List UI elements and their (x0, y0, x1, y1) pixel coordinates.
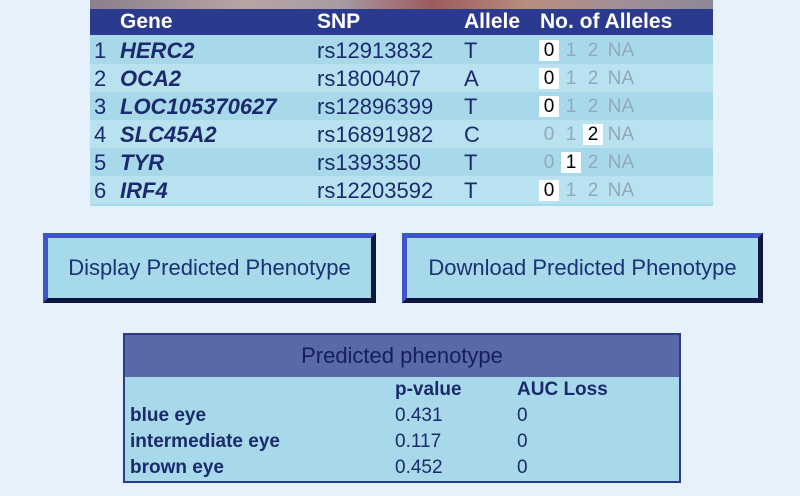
gene-name: IRF4 (120, 178, 168, 203)
phenotype-label: intermediate eye (130, 431, 280, 452)
header-allele-count: No. of Alleles (540, 10, 673, 33)
phenotype-pvalue: 0.452 (395, 457, 443, 478)
allele-count-option-2[interactable]: 2 (587, 40, 599, 61)
allele: C (464, 122, 480, 147)
row-number: 6 (94, 178, 107, 203)
header-gene: Gene (120, 10, 173, 33)
header-snp: SNP (317, 10, 361, 33)
snp-row: 4 SLC45A2 rs16891982 C 0 1 2 NA (90, 120, 713, 148)
allele-count-option-2[interactable]: 2 (587, 96, 599, 117)
allele-count-option-1[interactable]: 1 (565, 40, 577, 61)
allele-count-option-na[interactable]: NA (607, 124, 635, 145)
allele-count-option-na[interactable]: NA (607, 152, 635, 173)
snp-id: rs12203592 (317, 178, 434, 203)
row-number: 5 (94, 150, 107, 175)
table-banner-image (90, 0, 713, 9)
row-number: 4 (94, 122, 107, 147)
phenotype-pvalue: 0.117 (395, 431, 442, 452)
col-auc-loss: AUC Loss (517, 379, 608, 400)
snp-id: rs12896399 (317, 94, 434, 119)
header-allele: Allele (464, 10, 521, 33)
allele: T (464, 38, 478, 63)
phenotype-row: blue eye 0.431 0 (125, 405, 679, 431)
allele-count-option-2[interactable]: 2 (587, 180, 599, 201)
row-number: 3 (94, 94, 107, 119)
phenotype-label: brown eye (130, 457, 224, 478)
row-number: 2 (94, 66, 107, 91)
snp-id: rs16891982 (317, 122, 434, 147)
snp-id: rs1800407 (317, 66, 421, 91)
snp-table: Gene SNP Allele No. of Alleles 1 HERC2 rs1… (90, 0, 713, 206)
allele-count-option-0[interactable]: 0 (539, 96, 559, 117)
allele-count-option-1[interactable]: 1 (565, 124, 577, 145)
snp-id: rs12913832 (317, 38, 434, 63)
allele: A (464, 66, 479, 91)
allele-count-option-1[interactable]: 1 (565, 68, 577, 89)
predicted-phenotype-panel: Predicted phenotype p-value AUC Loss blu… (123, 333, 681, 483)
display-phenotype-button[interactable]: Display Predicted Phenotype (43, 233, 376, 303)
snp-row: 6 IRF4 rs12203592 T 0 1 2 NA (90, 176, 713, 204)
snp-row: 3 LOC105370627 rs12896399 T 0 1 2 NA (90, 92, 713, 120)
col-pvalue: p-value (395, 379, 462, 400)
gene-name: OCA2 (120, 66, 182, 91)
download-phenotype-button[interactable]: Download Predicted Phenotype (402, 233, 763, 303)
phenotype-auc-loss: 0 (517, 431, 528, 452)
allele-count-option-1[interactable]: 1 (565, 180, 577, 201)
table-header: Gene SNP Allele No. of Alleles (90, 9, 713, 35)
allele: T (464, 178, 478, 203)
allele-count-option-0[interactable]: 0 (543, 152, 555, 173)
allele-count-option-na[interactable]: NA (607, 40, 635, 61)
snp-row: 2 OCA2 rs1800407 A 0 1 2 NA (90, 64, 713, 92)
allele: T (464, 150, 478, 175)
allele-count-option-1[interactable]: 1 (561, 152, 581, 173)
allele: T (464, 94, 478, 119)
allele-count-option-2[interactable]: 2 (587, 152, 599, 173)
gene-name: TYR (120, 150, 164, 175)
allele-count-option-na[interactable]: NA (607, 180, 635, 201)
phenotype-row: brown eye 0.452 0 (125, 457, 679, 483)
allele-count-option-na[interactable]: NA (607, 96, 635, 117)
snp-row: 1 HERC2 rs12913832 T 0 1 2 NA (90, 36, 713, 64)
phenotype-header-row: p-value AUC Loss (125, 379, 679, 405)
gene-name: HERC2 (120, 38, 195, 63)
allele-count-option-2[interactable]: 2 (583, 124, 603, 145)
row-number: 1 (94, 38, 107, 63)
allele-count-option-0[interactable]: 0 (539, 40, 559, 61)
allele-count-option-1[interactable]: 1 (565, 96, 577, 117)
phenotype-title: Predicted phenotype (125, 335, 679, 377)
phenotype-auc-loss: 0 (517, 457, 528, 478)
snp-row: 5 TYR rs1393350 T 0 1 2 NA (90, 148, 713, 176)
allele-count-option-na[interactable]: NA (607, 68, 635, 89)
allele-count-option-0[interactable]: 0 (539, 180, 559, 201)
gene-name: LOC105370627 (120, 94, 277, 119)
allele-count-option-0[interactable]: 0 (543, 124, 555, 145)
allele-count-option-2[interactable]: 2 (587, 68, 599, 89)
phenotype-row: intermediate eye 0.117 0 (125, 431, 679, 457)
phenotype-pvalue: 0.431 (395, 405, 443, 426)
allele-count-option-0[interactable]: 0 (539, 68, 559, 89)
gene-name: SLC45A2 (120, 122, 217, 147)
snp-id: rs1393350 (317, 150, 421, 175)
phenotype-auc-loss: 0 (517, 405, 528, 426)
phenotype-label: blue eye (130, 405, 207, 426)
